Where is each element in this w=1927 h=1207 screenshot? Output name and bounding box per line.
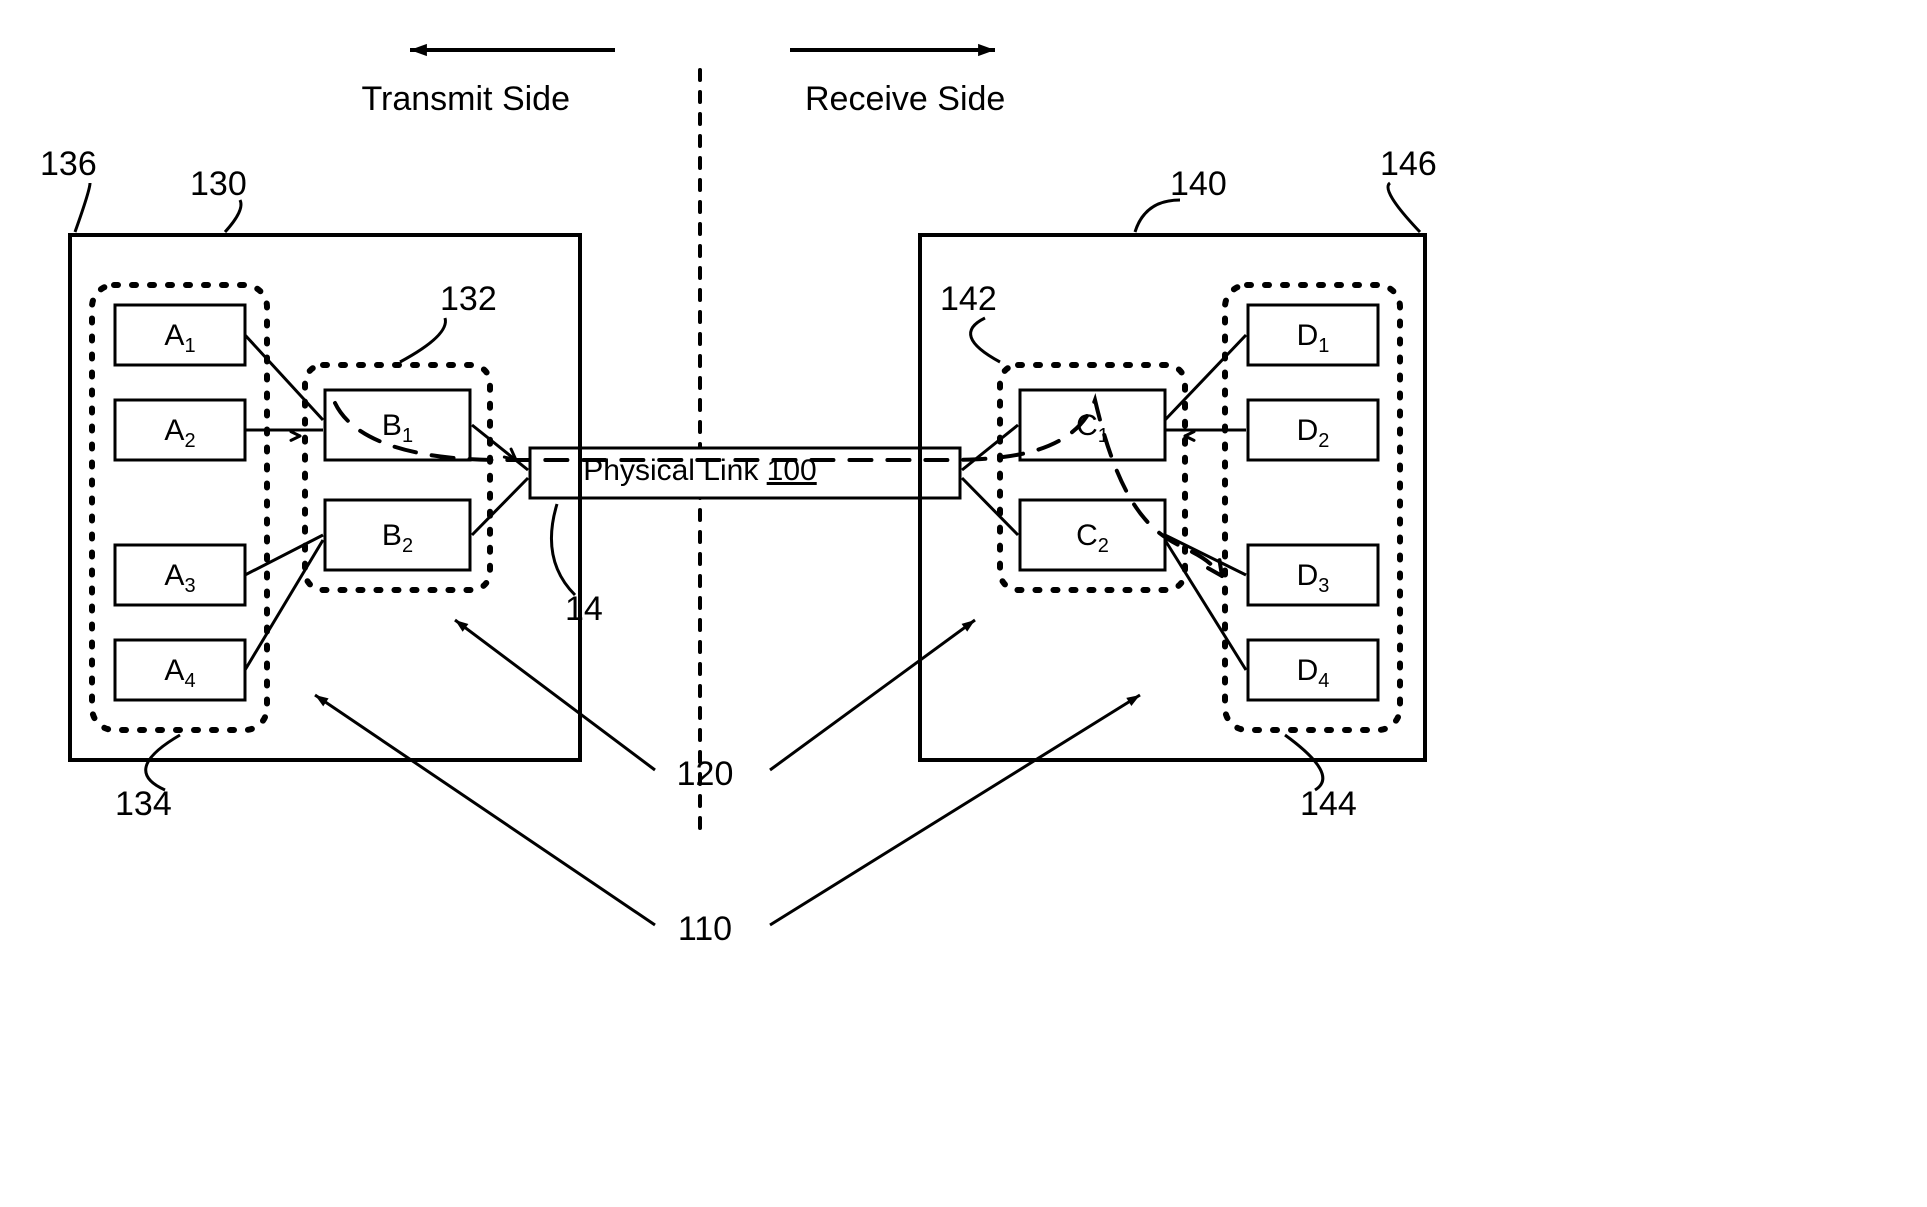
svg-text:120: 120: [677, 755, 734, 793]
svg-text:136: 136: [40, 145, 97, 183]
svg-text:140: 140: [1170, 165, 1227, 203]
svg-text:Transmit Side: Transmit Side: [362, 80, 570, 118]
svg-text:132: 132: [440, 280, 497, 318]
svg-text:146: 146: [1380, 145, 1437, 183]
svg-text:130: 130: [190, 165, 247, 203]
svg-text:144: 144: [1300, 785, 1357, 823]
svg-text:142: 142: [940, 280, 997, 318]
svg-text:Receive Side: Receive Side: [805, 80, 1005, 118]
svg-text:110: 110: [678, 910, 732, 948]
svg-text:14: 14: [565, 590, 603, 628]
